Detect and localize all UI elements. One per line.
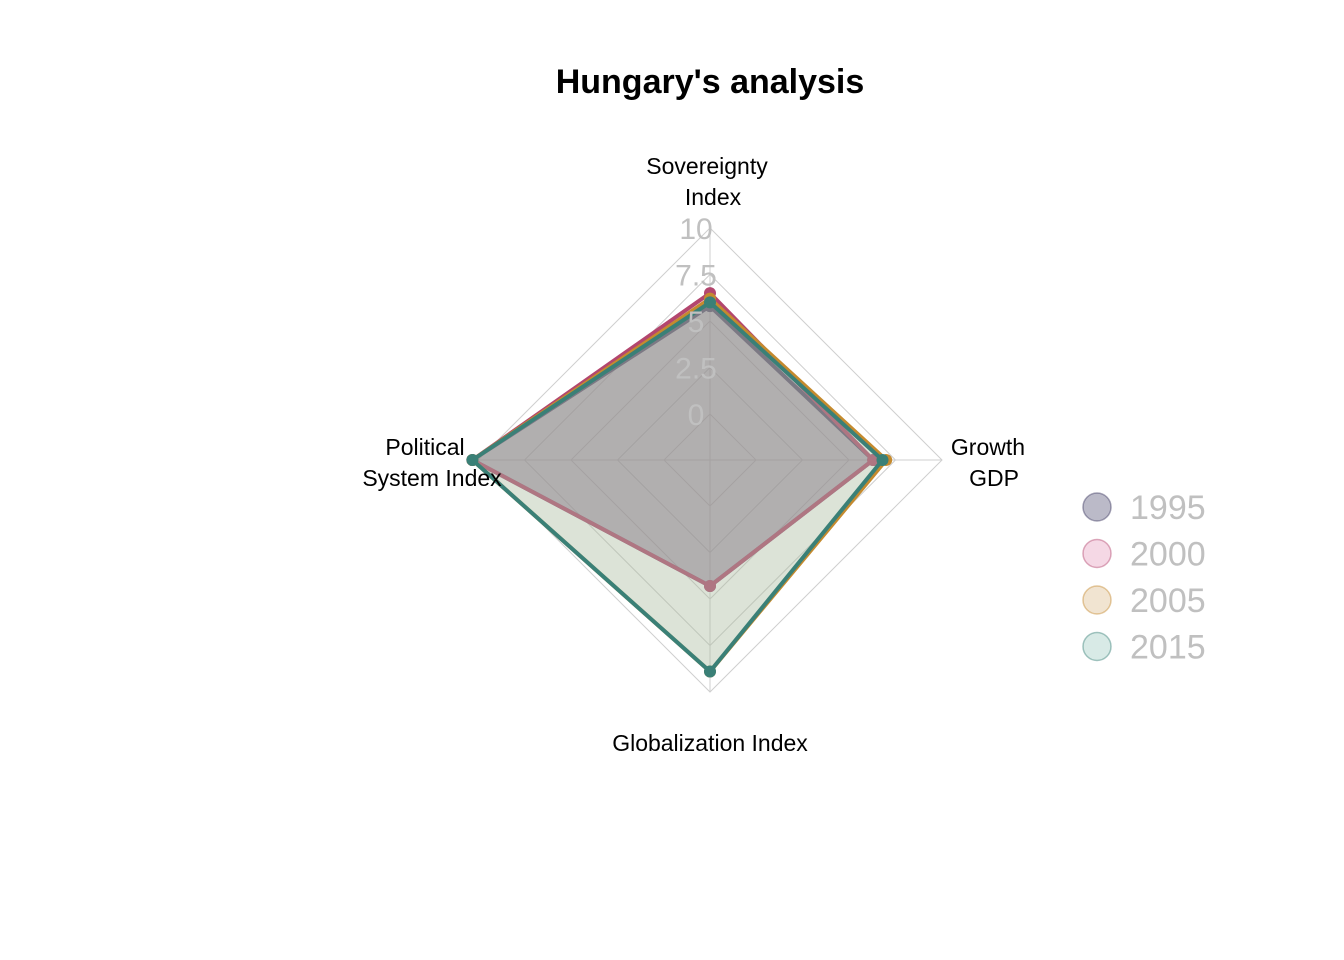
point-2015-3 xyxy=(466,454,479,466)
tick-label-4: 10 xyxy=(679,213,712,246)
legend-item-2000: 2000 xyxy=(1082,536,1206,574)
radar-series xyxy=(466,287,893,678)
legend-label-2005: 2005 xyxy=(1130,582,1206,620)
legend-item-2015: 2015 xyxy=(1082,629,1206,667)
legend-swatch-2015 xyxy=(1082,631,1112,662)
point-2000-2 xyxy=(704,579,716,592)
point-2015-1 xyxy=(876,454,889,466)
legend-item-2005: 2005 xyxy=(1082,582,1206,620)
legend-label-1995: 1995 xyxy=(1130,489,1206,527)
point-2000-1 xyxy=(867,454,880,466)
legend-swatch-1995 xyxy=(1082,492,1112,522)
tick-label-1: 2.5 xyxy=(675,353,717,386)
axis-label-2: Globalization Index xyxy=(612,730,808,756)
legend-item-1995: 1995 xyxy=(1082,489,1206,527)
series-2015 xyxy=(466,296,889,678)
point-2015-0 xyxy=(704,296,716,309)
tick-label-3: 7.5 xyxy=(675,260,717,293)
axis-label-1: Growth GDP xyxy=(951,434,1025,491)
point-2015-2 xyxy=(704,665,716,678)
legend: 1995 2000 2005 2015 xyxy=(1082,489,1206,667)
tick-label-0: 0 xyxy=(688,399,705,432)
radar-grid xyxy=(477,227,943,693)
axis-label-0: Sovereignty Index xyxy=(646,153,768,210)
tick-label-2: 5 xyxy=(688,306,705,339)
legend-swatch-2005 xyxy=(1082,585,1112,615)
axis-labels: Sovereignty Index Growth GDP Globalization I… xyxy=(362,153,1025,756)
legend-swatch-2000 xyxy=(1082,538,1112,569)
radial-ticks: 0 2.5 5 7.5 10 xyxy=(675,213,717,432)
legend-label-2000: 2000 xyxy=(1130,536,1206,574)
chart-title: Hungary's analysis xyxy=(556,63,865,101)
legend-label-2015: 2015 xyxy=(1130,629,1206,667)
axis-label-3: Political System Index xyxy=(362,434,502,491)
